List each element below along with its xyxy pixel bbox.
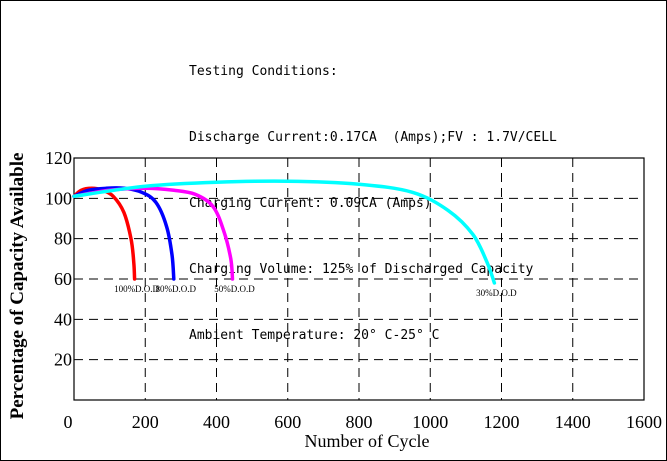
series-line-100-pctd-o-d	[72, 186, 137, 281]
conditions-charging-volume: Charging Volume: 125% of Discharged Capa…	[189, 262, 534, 277]
curve-label: 50%D.O.D	[214, 284, 255, 294]
curve-label: 100%D.O.D	[114, 284, 159, 294]
conditions-discharge-current: Discharge Current:0.17CA (Amps);FV : 1.7…	[189, 130, 557, 145]
curve-labels: 100%D.O.D80%D.O.D 50%D.O.D 30%D.O.D	[114, 284, 517, 298]
x-tick-label: 0	[64, 412, 73, 432]
y-tick-label: 40	[54, 309, 72, 329]
x-tick-label: 1200	[484, 412, 520, 432]
series-line-80-pctd-o-d	[72, 186, 176, 281]
conditions-charging-current: Charging Current: 0.09CA (Amps)	[189, 196, 432, 211]
x-tick-label: 1400	[555, 412, 591, 432]
grid	[74, 158, 644, 400]
curve-label: 30%D.O.D	[476, 288, 517, 298]
y-tick-label: 100	[45, 188, 72, 208]
x-tick-label: 1000	[412, 412, 448, 432]
y-tick-label: 80	[54, 229, 72, 249]
conditions-title: Testing Conditions:	[189, 64, 338, 79]
x-tick-label: 800	[346, 412, 373, 432]
testing-conditions: Testing Conditions: Discharge Current:0.…	[189, 17, 557, 391]
series-line-30-pctd-o-d	[72, 179, 497, 285]
y-tick-label: 120	[45, 148, 72, 168]
x-tick-labels: 0 200 400 600 800 1000 1200 1400 1600	[64, 412, 663, 432]
x-tick-label: 200	[132, 412, 159, 432]
x-tick-label: 1600	[626, 412, 662, 432]
x-tick-label: 600	[274, 412, 301, 432]
x-tick-label: 400	[203, 412, 230, 432]
conditions-ambient-temperature: Ambient Temperature: 20° C-25° C	[189, 328, 440, 343]
y-tick-labels: 20 40 60 80 100 120	[45, 148, 72, 370]
curve-label: 80%D.O.D	[156, 284, 197, 294]
y-tick-label: 60	[54, 269, 72, 289]
y-axis-label: Percentage of Capacity Available	[7, 153, 28, 420]
plot-area	[73, 157, 645, 401]
x-axis-label: Number of Cycle	[305, 431, 430, 451]
series-group	[72, 179, 497, 285]
y-tick-label: 20	[54, 350, 72, 370]
